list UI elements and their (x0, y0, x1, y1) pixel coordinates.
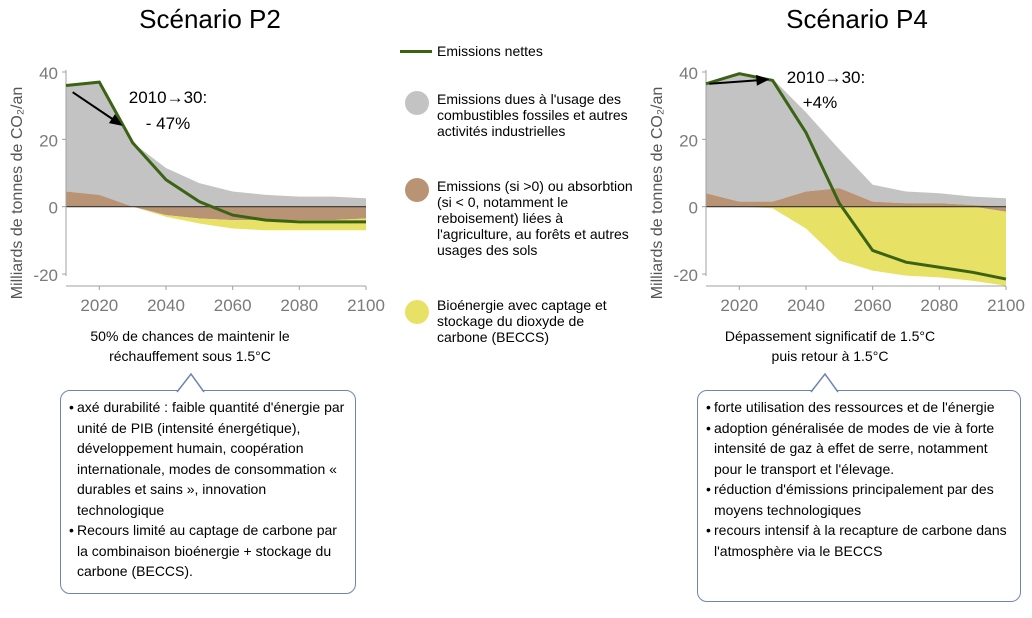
chart-p2: 40 20 0 -20 2020 2040 2060 2080 2100 Milliards de… (9, 64, 385, 315)
x-tick-label: 2040 (147, 296, 185, 315)
bullet: recours intensif à la recapture de carbo… (706, 520, 1012, 561)
legend-line-swatch (400, 50, 432, 53)
x-tick-label: 2100 (347, 296, 385, 315)
afolu-area (706, 188, 1006, 212)
caption-p4: Dépassement significatif de 1.5°C puis r… (724, 328, 936, 364)
x-tick-label: 2020 (720, 296, 758, 315)
y-tick-label: 20 (39, 131, 58, 150)
fossil-area (66, 82, 366, 207)
y-axis-label: Milliards de tonnes de CO₂/an (9, 87, 26, 300)
legend-swatch (405, 91, 429, 115)
legend-label: Emissions (si >0) ou absorbtion (si < 0,… (437, 178, 633, 258)
annotation-label: 2010→30: (787, 68, 865, 87)
beccs-area (706, 206, 1006, 286)
legend-swatch (405, 300, 429, 324)
arrow-head (108, 114, 123, 126)
net-emissions-line (65, 80, 366, 224)
bullet: Recours limité au captage de carbone par… (69, 520, 347, 582)
y-tick-label: 0 (49, 199, 58, 218)
bullet: réduction d'émissions principalement par… (706, 479, 1012, 520)
legend-label: Emissions dues à l'usage des combustible… (437, 91, 628, 139)
x-tick-label: 2060 (854, 296, 892, 315)
y-tick-label: 20 (679, 131, 698, 150)
arrow-head (756, 74, 770, 86)
y-tick-label: 40 (39, 64, 58, 83)
y-tick-label: -20 (33, 266, 58, 285)
annotation-label: 2010→30: (129, 88, 207, 107)
bullet: axé durabilité : faible quantité d'énerg… (69, 397, 347, 520)
net-emissions-line (705, 72, 1007, 281)
x-tick-label: 2080 (920, 296, 958, 315)
legend-swatch (405, 178, 429, 202)
x-tick-label: 2020 (80, 296, 118, 315)
callout-p4: forte utilisation des ressources et de l… (697, 390, 1021, 602)
afolu-area (66, 191, 366, 221)
chart-title-p2: Scénario P2 (139, 4, 281, 34)
legend-label: Bioénergie avec captage et stockage du d… (437, 297, 607, 345)
bullet: adoption généralisée de modes de vie à f… (706, 418, 1012, 480)
chart-title-p4: Scénario P4 (786, 4, 928, 34)
y-tick-label: -20 (673, 266, 698, 285)
bullet: forte utilisation des ressources et de l… (706, 397, 1012, 418)
y-tick-label: 0 (689, 199, 698, 218)
y-axis-label: Milliards de tonnes de CO₂/an (649, 87, 666, 300)
annotation-value: - 47% (146, 114, 190, 133)
annotation-value: +4% (803, 93, 838, 112)
chart-p4: 40 20 0 -20 2020 2040 2060 2080 2100 Milliards de… (649, 64, 1025, 315)
caption-p2: 50% de chances de maintenir le réchauffe… (90, 328, 290, 364)
beccs-area (66, 206, 366, 231)
callout-pointer (176, 372, 205, 393)
y-tick-label: 40 (679, 64, 698, 83)
annotation-arrow (72, 91, 114, 121)
callout-pointer (810, 372, 839, 393)
fossil-area (706, 73, 1006, 207)
x-tick-label: 2080 (280, 296, 318, 315)
annotation-arrow (709, 79, 759, 85)
callout-p2: axé durabilité : faible quantité d'énerg… (60, 390, 356, 594)
legend-label: Emissions nettes (437, 43, 543, 59)
x-tick-label: 2040 (787, 296, 825, 315)
x-tick-label: 2100 (987, 296, 1025, 315)
x-tick-label: 2060 (214, 296, 252, 315)
